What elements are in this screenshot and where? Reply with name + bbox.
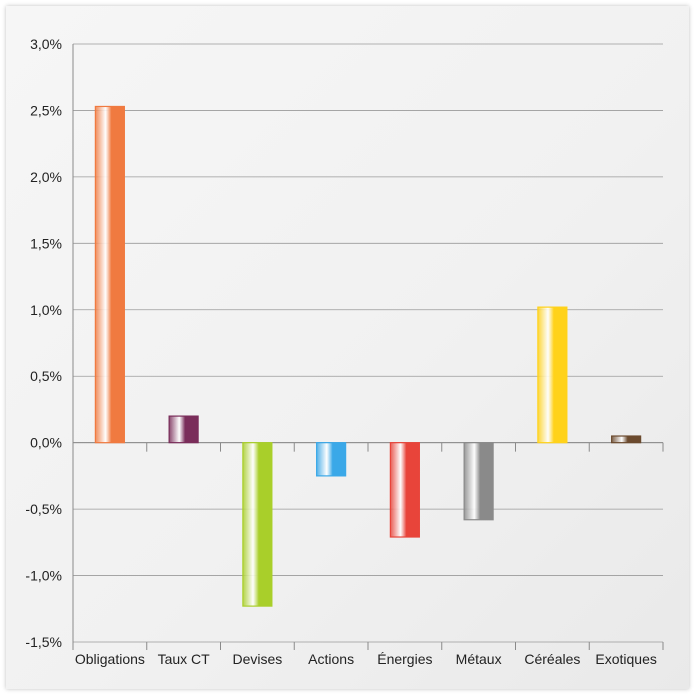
y-tick-label: 2,0% [30, 169, 62, 185]
y-tick-label: 3,0% [30, 36, 62, 52]
y-tick-label: 2,5% [30, 102, 62, 118]
axes [72, 44, 664, 650]
category-label: Énergies [377, 651, 432, 667]
bar-obligations [94, 105, 125, 444]
category-label: Taux CT [158, 651, 211, 667]
bar-actions [316, 442, 347, 477]
category-label: Obligations [75, 651, 145, 667]
y-tick-label: 0,5% [30, 368, 62, 384]
category-label: Céréales [524, 651, 580, 667]
category-label: Actions [308, 651, 354, 667]
y-tick-label: 1,0% [30, 302, 62, 318]
bars [94, 105, 642, 607]
y-tick-label: 0,0% [30, 435, 62, 451]
bar-devises [242, 442, 273, 607]
bar--nergies [389, 442, 420, 538]
y-axis-ticks: 3,0% 2,5% 2,0% 1,5% 1,0% 0,5% 0,0% -0,5% -1,0% -1… [25, 36, 62, 650]
gridlines [73, 43, 663, 643]
y-tick-label: 1,5% [30, 235, 62, 251]
y-tick-label: -1,5% [25, 634, 62, 650]
category-label: Exotiques [595, 651, 656, 667]
bar-c-r-ales [537, 306, 568, 444]
x-axis-categories: Obligations Taux CT Devises Actions Énergies… [75, 651, 657, 667]
y-tick-label: -1,0% [25, 568, 62, 584]
bar-m-taux [463, 442, 494, 521]
category-label: Métaux [456, 651, 502, 667]
bar-exotiques [611, 435, 642, 444]
category-label: Devises [232, 651, 282, 667]
bar-taux-ct [168, 415, 199, 444]
y-tick-label: -0,5% [25, 501, 62, 517]
